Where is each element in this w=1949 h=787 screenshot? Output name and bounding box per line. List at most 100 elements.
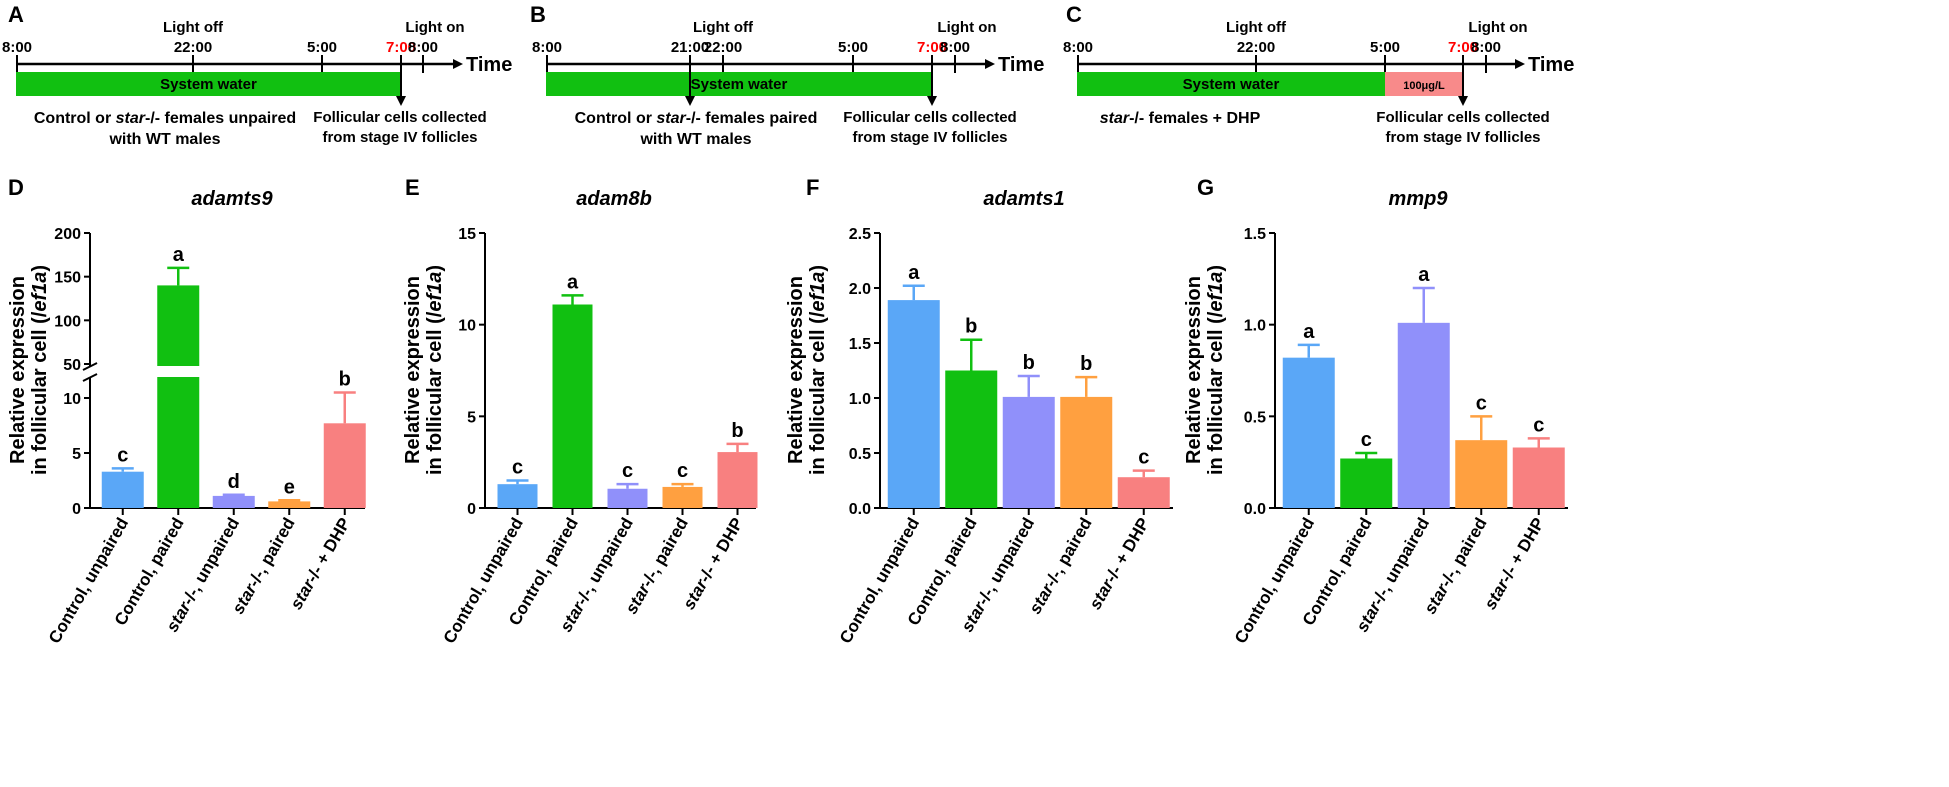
significance-letter: c — [1138, 447, 1149, 469]
significance-letter: b — [731, 420, 743, 442]
significance-letter: c — [677, 460, 688, 482]
time-tick-label: 8:00 — [2, 39, 32, 56]
x-category-label: Control, unpaired — [836, 515, 923, 647]
y-tick-label: 5 — [467, 409, 476, 426]
light-off-label: Light off — [1226, 19, 1287, 36]
time-tick-label: 5:00 — [307, 39, 337, 56]
time-tick-label: 22:00 — [704, 39, 742, 56]
y-axis-title-line1: Relative expression — [785, 276, 807, 464]
significance-letter: a — [1418, 264, 1430, 286]
treatment-bar — [546, 72, 932, 96]
y-tick-label: 1.0 — [1244, 318, 1266, 335]
significance-letter: c — [512, 457, 523, 479]
light-off-label: Light off — [693, 19, 754, 36]
y-axis-title-line1: Relative expression — [7, 276, 29, 464]
x-category-label: star-/- + DHP — [287, 515, 355, 613]
bar — [945, 370, 998, 508]
significance-letter: a — [908, 262, 920, 284]
y-tick-label: 2.0 — [849, 281, 871, 298]
bar — [268, 501, 311, 508]
bar — [1002, 396, 1055, 508]
y-tick-label: 0.5 — [1244, 409, 1266, 426]
collection-caption-line: from stage IV follicles — [1385, 129, 1540, 146]
bar — [552, 304, 593, 508]
bar — [662, 486, 703, 508]
y-tick-label: 15 — [458, 226, 476, 243]
timeline-caption-line: Control or star-/- females unpaired — [34, 110, 296, 127]
collection-caption-line: Follicular cells collected — [1376, 109, 1549, 126]
significance-letter: b — [1023, 352, 1035, 374]
treatment-bar-label: System water — [160, 76, 257, 93]
y-tick-label: 100 — [54, 313, 81, 330]
collection-caption-line: Follicular cells collected — [843, 109, 1016, 126]
y-tick-label: 0.0 — [1244, 501, 1266, 518]
time-axis-label: Time — [998, 54, 1044, 76]
bar — [1340, 458, 1393, 508]
panel-label: B — [530, 2, 546, 27]
time-tick-label: 5:00 — [1370, 39, 1400, 56]
panel-label: G — [1197, 175, 1214, 200]
x-category-label: star-/-, paired — [1420, 515, 1490, 618]
collection-caption-line: from stage IV follicles — [322, 129, 477, 146]
bar — [157, 285, 200, 508]
time-tick-label: 8:00 — [940, 39, 970, 56]
timeline-caption-line: Control or star-/- females paired — [575, 110, 818, 127]
y-tick-label: 1.0 — [849, 391, 871, 408]
panel-label: D — [8, 175, 24, 200]
collection-caption-line: from stage IV follicles — [852, 129, 1007, 146]
time-tick-label: 22:00 — [174, 39, 212, 56]
axis-break-mark — [82, 362, 98, 371]
bar — [101, 471, 144, 508]
x-category-label: star-/- + DHP — [1481, 515, 1549, 613]
x-category-label: star-/- + DHP — [679, 515, 747, 613]
bar — [1117, 477, 1170, 508]
chart-title: mmp9 — [1389, 188, 1449, 210]
x-category-label: star-/- + DHP — [1086, 515, 1154, 613]
chart-title: adamts9 — [191, 188, 273, 210]
significance-letter: c — [117, 444, 128, 466]
x-category-label: Control, unpaired — [45, 515, 132, 647]
bar — [607, 488, 648, 508]
y-tick-label: 10 — [458, 318, 476, 335]
panel-label: A — [8, 2, 24, 27]
x-category-label: Control, unpaired — [1231, 515, 1318, 647]
significance-letter: b — [1080, 353, 1092, 375]
y-axis-title-line2: in follicular cell (/ef1a) — [424, 265, 446, 475]
bar — [1060, 396, 1113, 508]
significance-letter: b — [339, 369, 351, 391]
chart-title: adamts1 — [983, 188, 1064, 210]
panel-label: F — [806, 175, 819, 200]
y-tick-label: 10 — [63, 391, 81, 408]
bar — [1397, 322, 1450, 508]
y-axis-title-line2: in follicular cell (/ef1a) — [1205, 265, 1227, 475]
y-axis-title-line1: Relative expression — [1183, 276, 1205, 464]
time-tick-label: 5:00 — [838, 39, 868, 56]
panel-label: C — [1066, 2, 1082, 27]
time-tick-label: 7:00 — [1448, 39, 1478, 56]
significance-letter: a — [1303, 321, 1315, 343]
significance-letter: e — [284, 476, 295, 498]
y-tick-label: 1.5 — [849, 336, 871, 353]
collection-caption-line: Follicular cells collected — [313, 109, 486, 126]
y-axis-title-line2: in follicular cell (/ef1a) — [807, 265, 829, 475]
treatment-bar-label: System water — [691, 76, 788, 93]
light-on-label: Light on — [1468, 19, 1527, 36]
timeline-caption-line: star-/- females + DHP — [1100, 110, 1261, 127]
y-tick-label: 0.5 — [849, 446, 871, 463]
bar — [887, 300, 940, 508]
bar — [323, 423, 366, 508]
y-tick-label: 0 — [467, 501, 476, 518]
significance-letter: c — [1476, 392, 1487, 414]
chart-title: adam8b — [576, 188, 652, 210]
bar — [1455, 440, 1508, 508]
treatment-bar — [16, 72, 401, 96]
time-tick-label: 8:00 — [1471, 39, 1501, 56]
time-tick-label: 21:00 — [671, 39, 709, 56]
treatment-bar — [1077, 72, 1385, 96]
time-tick-label: 22:00 — [1237, 39, 1275, 56]
significance-letter: c — [622, 460, 633, 482]
